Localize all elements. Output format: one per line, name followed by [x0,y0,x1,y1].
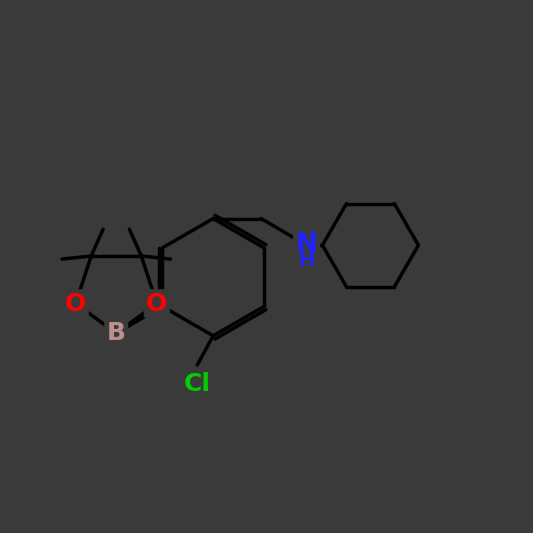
Text: H: H [298,251,314,270]
Text: Cl: Cl [184,372,211,396]
Text: O: O [65,292,86,316]
Text: N: N [295,232,318,258]
Text: O: O [146,292,167,316]
Text: B: B [107,321,126,345]
